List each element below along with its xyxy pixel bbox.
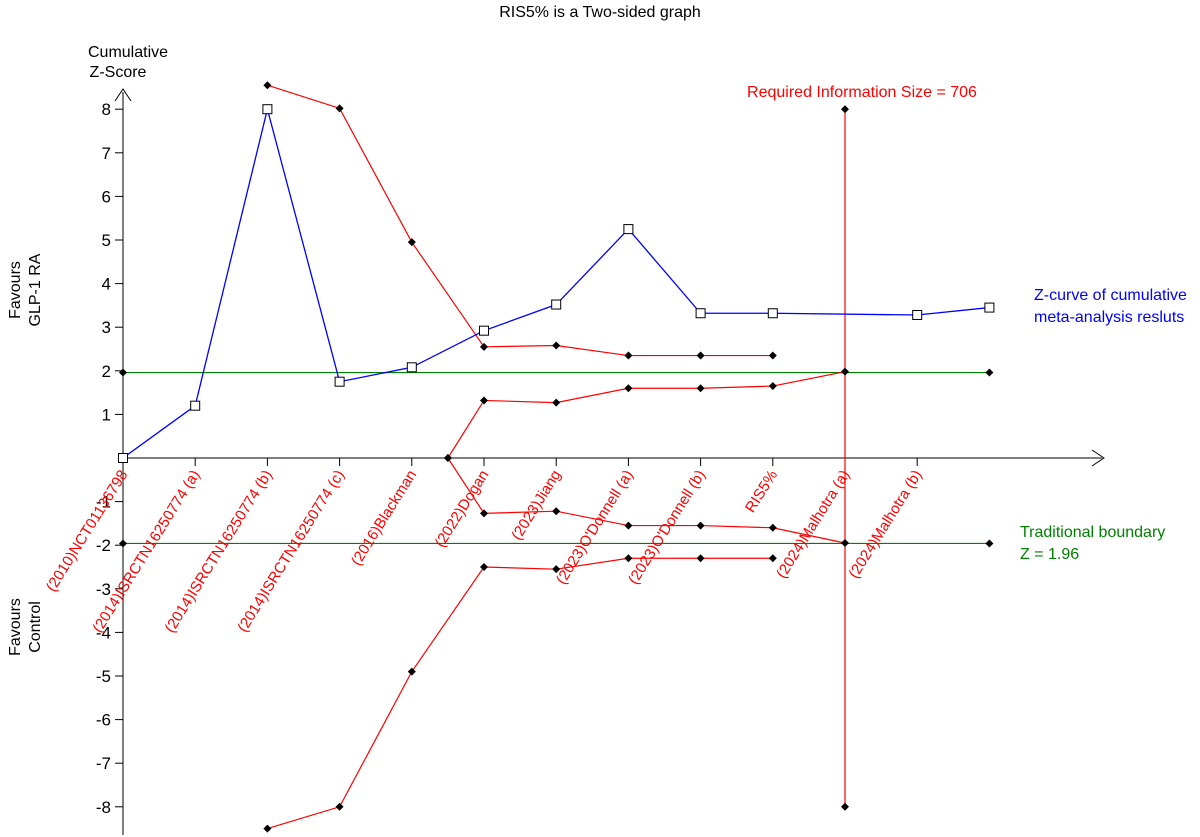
y-tick-label: -1 xyxy=(96,493,111,512)
ris-marker xyxy=(841,105,849,114)
axes xyxy=(114,88,1105,835)
x-tick-label: (2024)Malhotra (b) xyxy=(845,467,925,581)
z-curve-point xyxy=(551,299,562,310)
boundary-lower-inner-point xyxy=(768,523,777,532)
y-tick-label: 3 xyxy=(102,318,111,337)
boundary-lower-outer-point xyxy=(624,554,633,563)
z-curve-point xyxy=(767,308,778,319)
x-axis-arrow xyxy=(1091,449,1105,467)
x-tick-label: (2023)Jiang xyxy=(508,467,564,543)
y-tick-label: 8 xyxy=(102,100,111,119)
traditional-boundary-marker xyxy=(119,539,127,548)
boundary-lower-outer-line xyxy=(267,557,773,830)
z-curve-legend-line2: meta-analysis resluts xyxy=(1034,309,1184,326)
traditional-boundary-marker xyxy=(985,368,994,377)
boundary-upper-outer-point xyxy=(263,81,272,90)
y-tick-label: -2 xyxy=(96,536,111,555)
z-curve-point xyxy=(912,309,923,320)
boundary-lower-inner-point xyxy=(552,507,561,516)
boundary-lower-outer-point xyxy=(696,554,705,563)
y-tick-label: -5 xyxy=(96,667,111,686)
boundary-upper-inner-point xyxy=(624,384,633,393)
boundary-upper-inner-point xyxy=(480,396,488,405)
traditional-boundary-label-line1: Traditional boundary xyxy=(1020,524,1165,541)
boundary-lower-outer-point xyxy=(263,824,272,833)
chart-title: RIS5% is a Two-sided graph xyxy=(499,4,701,21)
z-curve-point xyxy=(623,224,634,235)
y-tick-label: 7 xyxy=(102,144,111,163)
x-tick-label: (2024)Malhotra (a) xyxy=(773,467,853,581)
boundary-upper-outer-point xyxy=(335,104,344,113)
y-ticks: 8 7 6 5 4 3 2 1 -1 -2 -3 -4 -5 -6 -7 -8 xyxy=(96,100,123,817)
boundary-lower-outer-point xyxy=(768,554,777,563)
x-tick-label: (2023)O'Donnell (b) xyxy=(625,467,709,587)
boundary-lower-outer-point xyxy=(407,667,416,676)
boundary-lower-inner-point xyxy=(696,521,705,530)
boundary-lower-outer-point xyxy=(552,565,561,574)
x-tick-label: (2010)NCT01136798 xyxy=(43,467,132,595)
x-tick-label: RIS5% xyxy=(742,467,781,516)
boundary-lower-inner-point xyxy=(443,454,452,462)
boundary-upper-inner-point xyxy=(841,367,849,376)
y-axis-label-line1: Cumulative xyxy=(88,44,168,61)
boundary-lower-inner-point xyxy=(480,509,488,518)
boundary-upper-inner-line xyxy=(447,371,846,459)
z-curve-legend-line1: Z-curve of cumulative xyxy=(1034,287,1187,304)
boundary-upper-outer-point xyxy=(407,238,416,247)
z-curve-point xyxy=(479,325,489,336)
y-axis-arrow xyxy=(114,88,132,102)
boundary-lower-outer-point xyxy=(335,802,344,811)
favours-bottom-line2: Control xyxy=(27,601,44,653)
x-tick-label: (2016)Blackman xyxy=(348,467,420,569)
x-ticks: (2010)NCT01136798(2014)ISRCTN16250774 (a… xyxy=(43,458,926,636)
favours-top-line2: GLP-1 RA xyxy=(27,253,44,326)
y-tick-label: 2 xyxy=(102,362,111,381)
z-curve-point xyxy=(118,453,128,463)
boundary-lower-outer-point xyxy=(480,563,488,571)
z-curve-point xyxy=(406,362,417,373)
z-curve-point xyxy=(334,376,345,387)
traditional-boundary-marker xyxy=(119,368,127,377)
favours-top-line1: Favours xyxy=(7,261,24,319)
y-tick-label: -3 xyxy=(96,580,111,599)
boundary-upper-outer-point xyxy=(480,342,488,351)
z-curve-line xyxy=(122,109,990,459)
y-tick-label: 6 xyxy=(102,187,111,206)
y-tick-label: 5 xyxy=(102,231,111,250)
boundary-upper-inner-point xyxy=(696,384,705,393)
boundary-upper-outer-point xyxy=(552,341,561,350)
x-tick-label: (2023)O'Donnell (a) xyxy=(553,467,637,587)
y-axis-label-line2: Z-Score xyxy=(90,64,147,81)
boundary-upper-outer-line xyxy=(267,84,773,357)
boundary-lower-inner-point xyxy=(841,539,849,548)
boundary-lower-inner-point xyxy=(624,521,633,530)
boundary-upper-outer-point xyxy=(624,351,633,360)
z-curve-point xyxy=(695,308,706,319)
y-tick-label: 4 xyxy=(102,275,111,294)
y-tick-label: 1 xyxy=(102,405,111,424)
z-curve-point xyxy=(984,302,995,313)
z-curve-point xyxy=(262,104,273,115)
ris-label: Required Information Size = 706 xyxy=(747,84,977,101)
favours-bottom-line1: Favours xyxy=(7,598,24,656)
boundary-upper-inner-point xyxy=(552,398,561,407)
y-tick-label: -8 xyxy=(96,798,111,817)
y-tick-label: -6 xyxy=(96,711,111,730)
traditional-boundary-marker xyxy=(985,539,994,548)
boundary-lower-inner-line xyxy=(447,457,846,544)
z-curve-point xyxy=(190,400,201,411)
boundary-upper-outer-point xyxy=(768,351,777,360)
boundary-upper-outer-point xyxy=(696,351,705,360)
y-tick-label: -7 xyxy=(96,754,111,773)
traditional-boundary-label-line2: Z = 1.96 xyxy=(1020,546,1079,563)
ris-marker xyxy=(841,802,849,811)
series xyxy=(118,81,995,833)
y-tick-label: -4 xyxy=(96,623,111,642)
boundary-upper-inner-point xyxy=(768,382,777,391)
